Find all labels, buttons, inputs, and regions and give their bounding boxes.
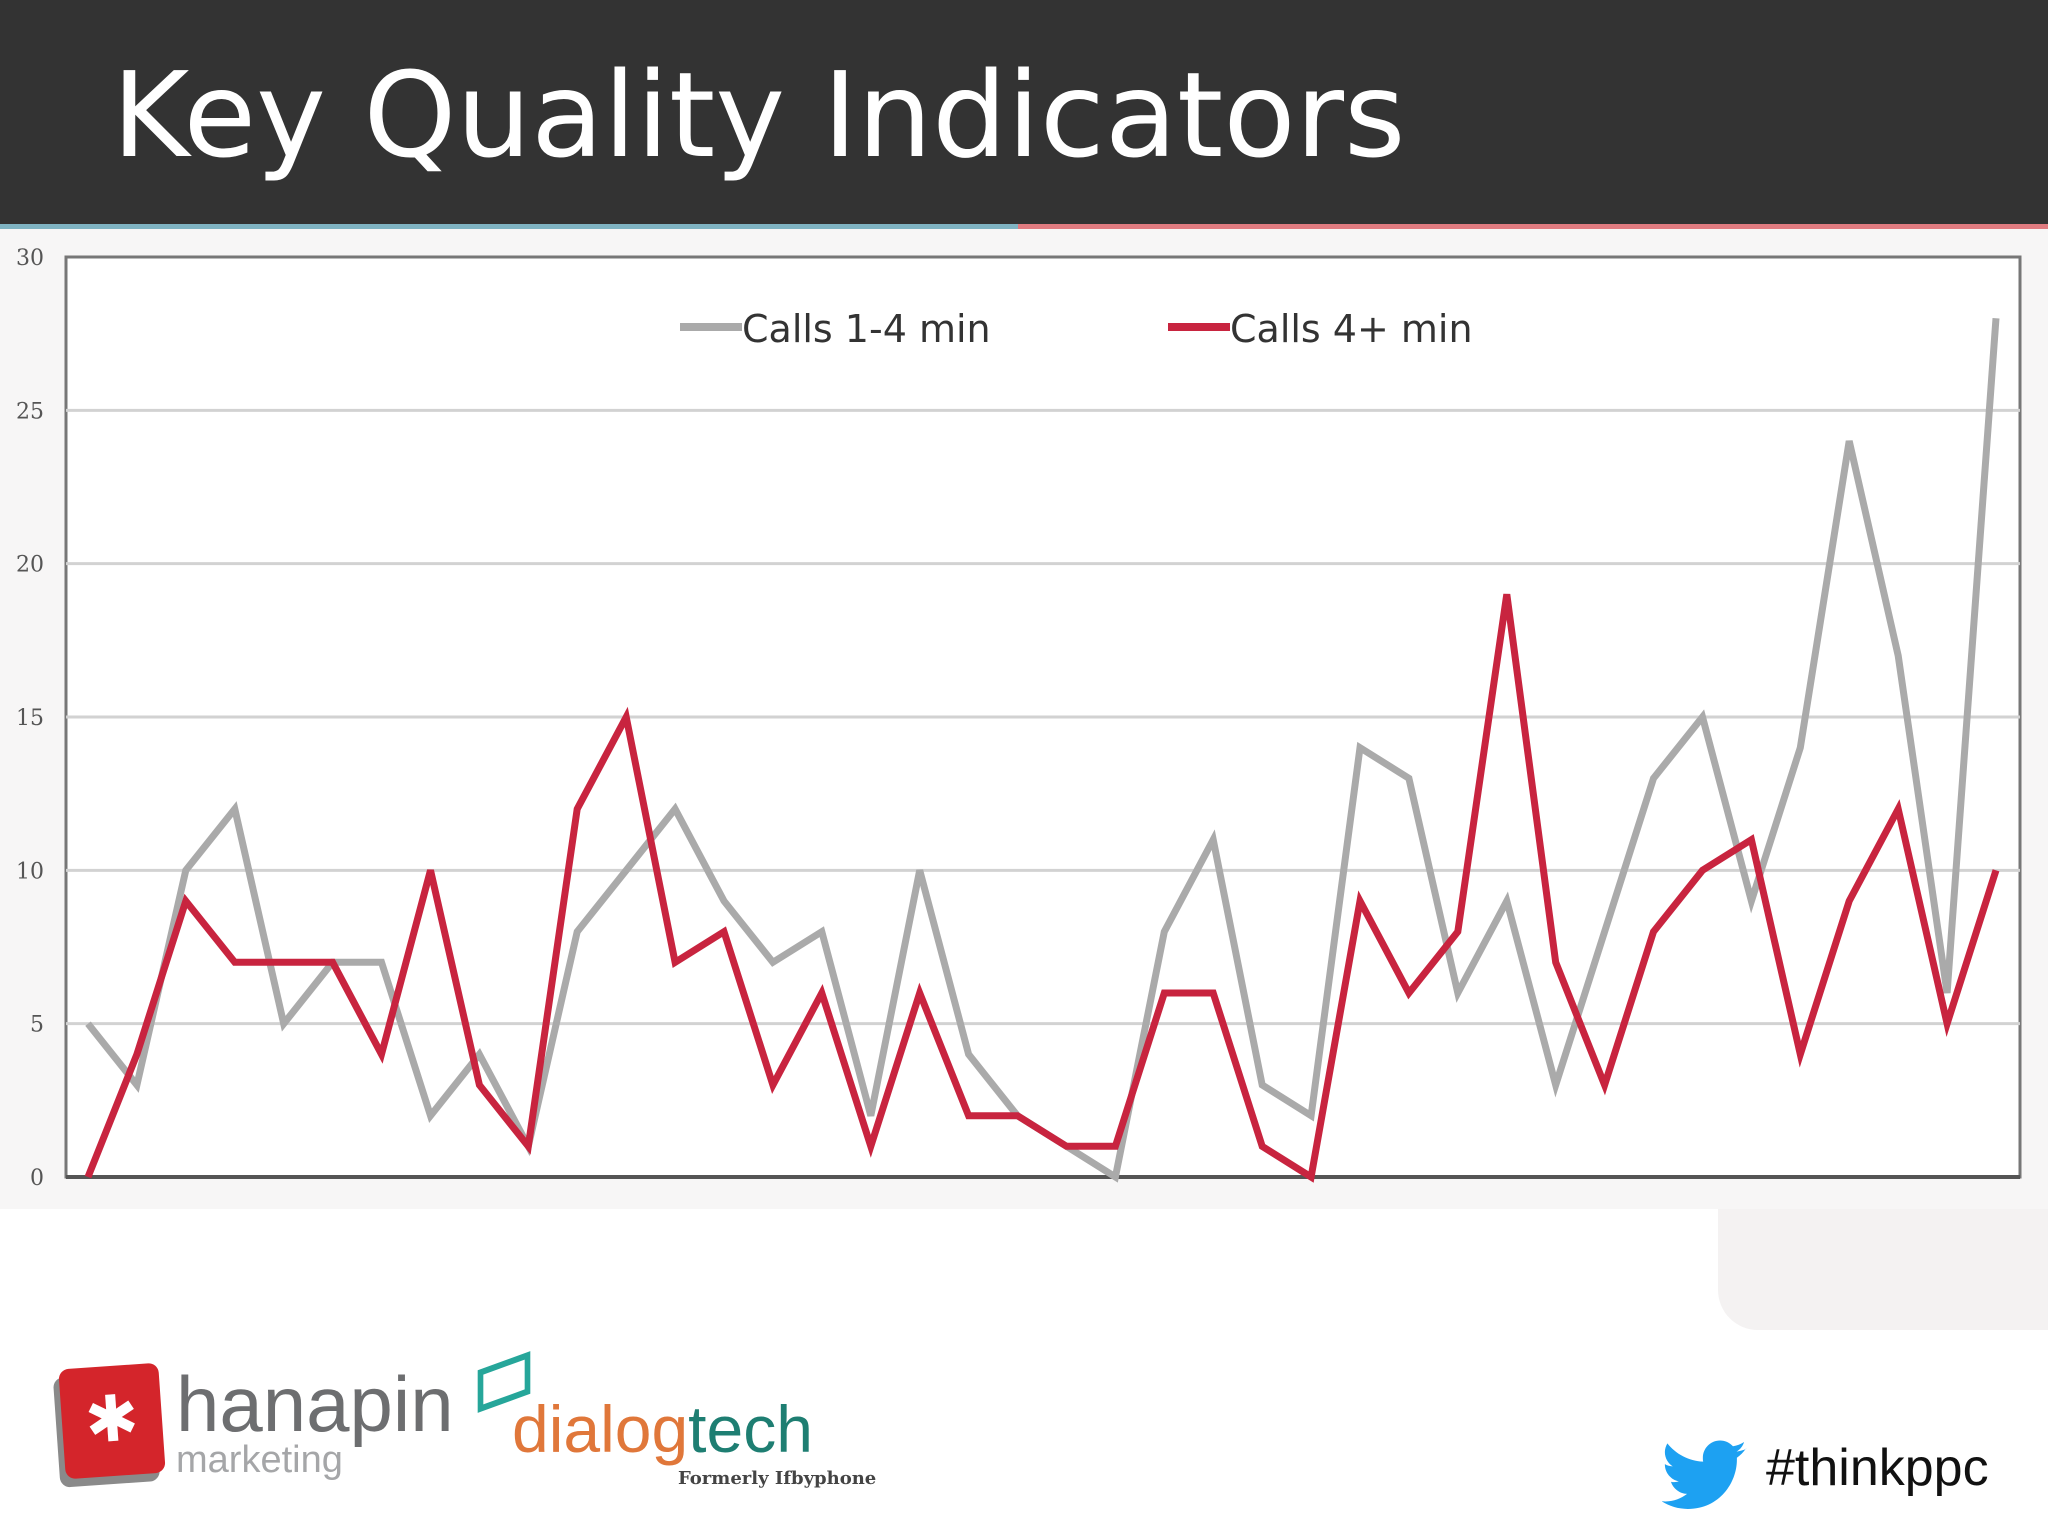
hashtag-text: #thinkppc [1766,1439,1989,1497]
y-tick-label-10: 10 [16,859,44,884]
series-layer [84,318,2000,1183]
y-tick-label-25: 25 [16,399,44,424]
hanapin-logo-text: hanapin [176,1360,454,1448]
dialogtech-subtitle: Formerly Ifbyphone [678,1468,877,1489]
series-line-2 [84,593,2000,1183]
accent-line-right [1018,224,2048,229]
dialogtech-logo-part-a: dialog [512,1392,689,1466]
y-tick-label-30: 30 [16,246,44,271]
footer-logos: ✱ hanapin marketing dialogtech Formerly … [0,1340,2048,1536]
y-tick-layer: 0 5 10 15 20 25 30 [16,246,44,1191]
hanapin-logo-subtext: marketing [176,1439,343,1481]
grid-layer [64,255,2022,1179]
dialogtech-logo-part-b: tech [688,1392,813,1466]
y-tick-label-15: 15 [16,706,44,731]
slide-header: Key Quality Indicators [0,0,2048,224]
twitter-bird-icon [1662,1440,1747,1509]
legend-layer: Calls 1-4 min Calls 4+ min [680,307,1473,351]
line-chart: 0 5 10 15 20 25 30 Calls 1-4 min Calls 4+ min [16,246,2022,1191]
legend-label-2: Calls 4+ min [1230,307,1473,351]
y-tick-label-5: 5 [30,1013,44,1038]
y-tick-label-20: 20 [16,553,44,578]
hanapin-logo-icon: ✱ [58,1362,166,1480]
slide-title: Key Quality Indicators [112,46,1406,184]
dialogtech-logo-text: dialogtech [512,1394,813,1464]
y-tick-label-0: 0 [30,1166,44,1191]
accent-line-left [0,224,1018,229]
asterisk-icon: ✱ [82,1381,142,1457]
legend-label-1: Calls 1-4 min [742,307,991,351]
